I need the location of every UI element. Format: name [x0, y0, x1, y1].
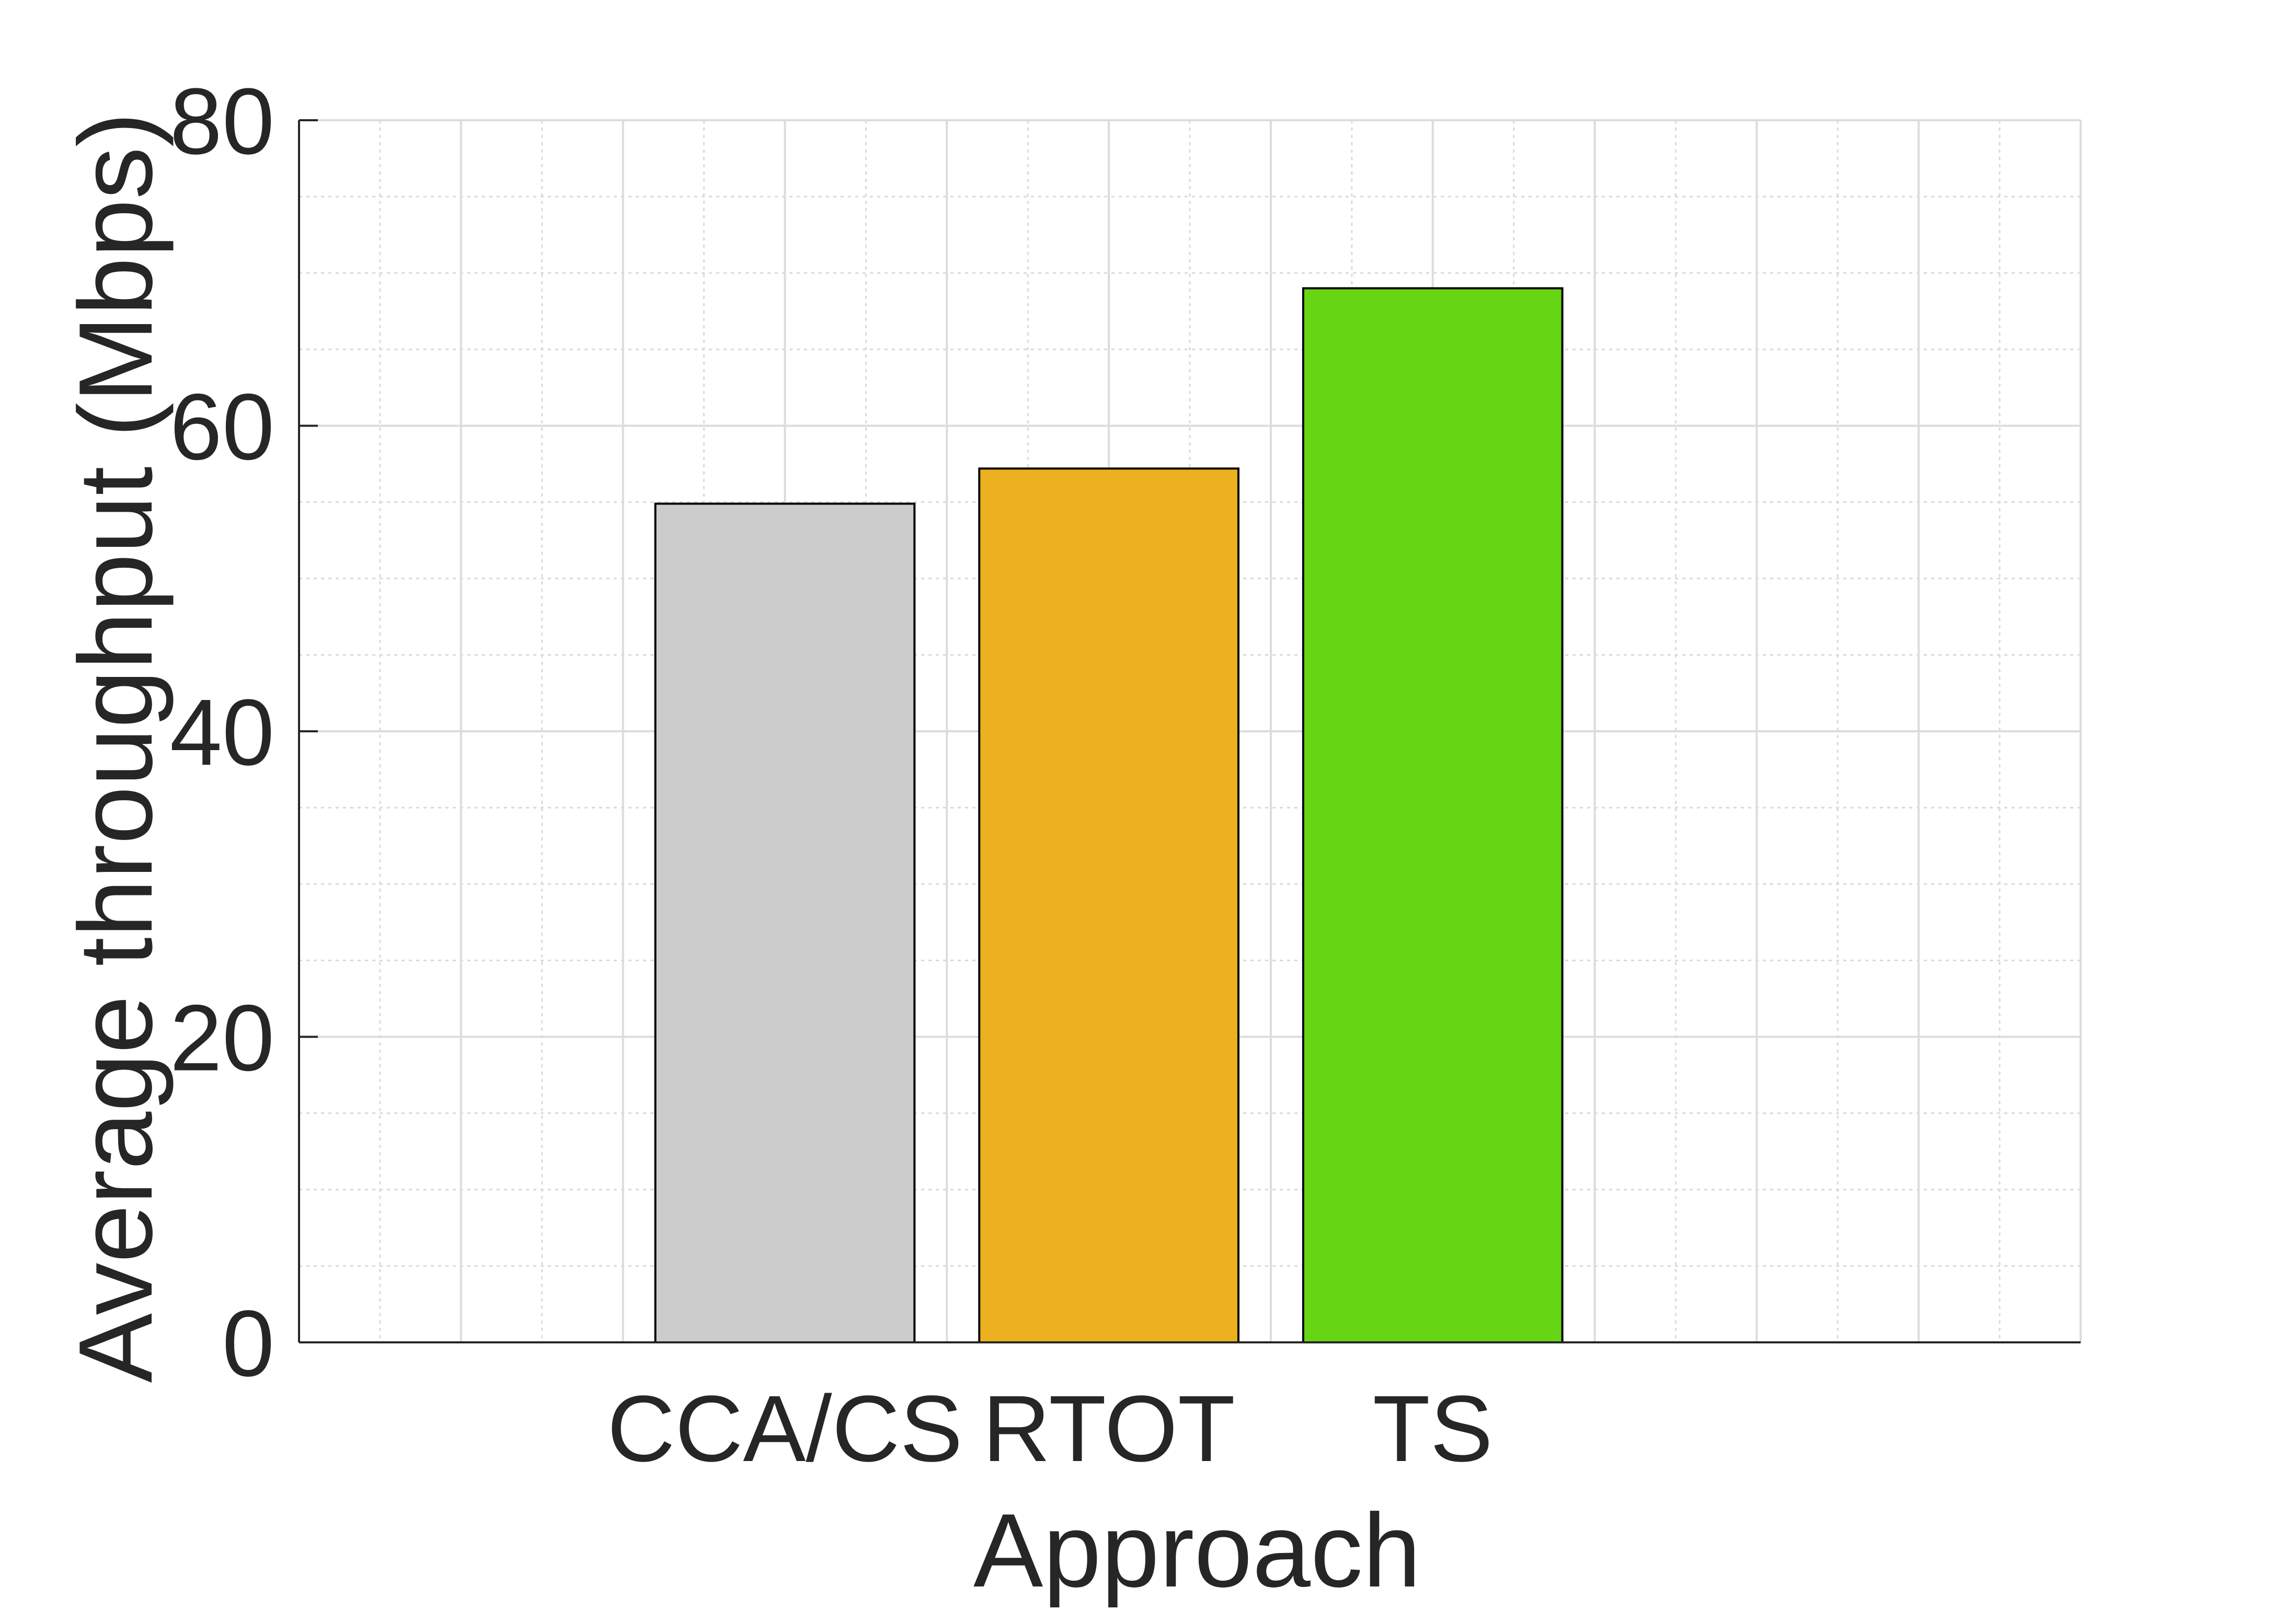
y-tick-label: 60	[170, 375, 274, 480]
tick-labels: CCA/CS RTOT TS 0 20 40 60 80	[170, 69, 1493, 1481]
axes	[298, 119, 2081, 1343]
bar-cca-cs	[654, 502, 916, 1343]
bar-rtot	[978, 467, 1239, 1344]
y-axis-label: Average throughput (Mbps)	[58, 112, 174, 1383]
y-tick-label: 20	[170, 986, 274, 1091]
y-tick-label: 40	[170, 680, 274, 785]
x-tick-label: TS	[1373, 1376, 1493, 1481]
y-tick-label: 80	[170, 69, 274, 174]
bars	[654, 287, 1564, 1344]
x-tick-label: CCA/CS	[607, 1376, 962, 1481]
y-tick-label: 0	[222, 1291, 274, 1396]
bar-ts	[1302, 287, 1564, 1343]
x-tick-label: RTOT	[982, 1376, 1235, 1481]
x-axis-label: Approach	[973, 1492, 1421, 1607]
